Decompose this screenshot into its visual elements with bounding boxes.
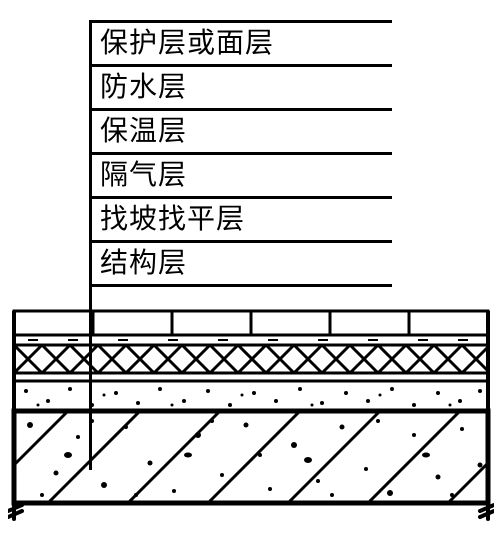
label-row: 保护层或面层 (92, 20, 392, 64)
label-row: 防水层 (92, 64, 392, 108)
cross-section (8, 305, 494, 543)
layer-label-list: 保护层或面层 防水层 保温层 隔气层 找坡找平层 结构层 (92, 20, 392, 287)
label-row: 结构层 (92, 240, 392, 287)
label-row: 找坡找平层 (92, 196, 392, 240)
label-row: 保温层 (92, 108, 392, 152)
label-row: 隔气层 (92, 152, 392, 196)
